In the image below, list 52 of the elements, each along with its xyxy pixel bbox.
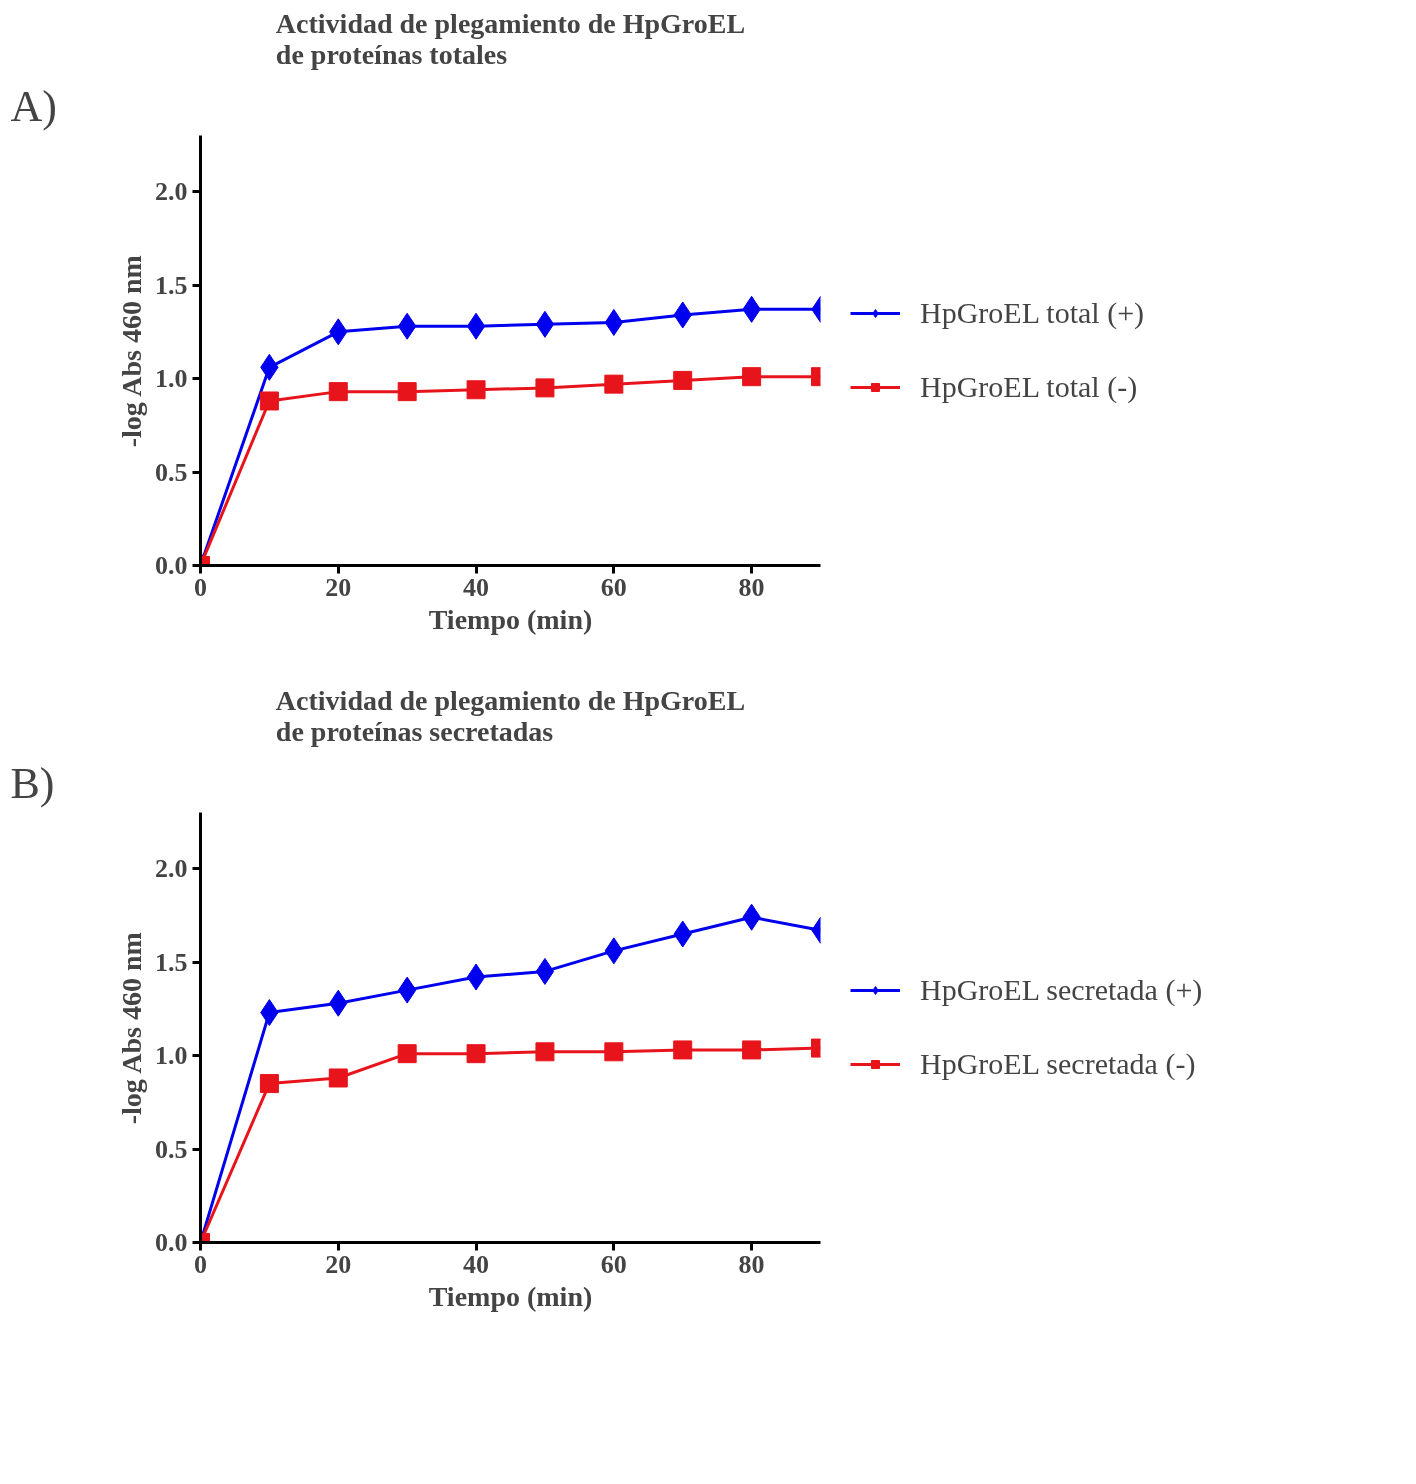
point (259, 391, 279, 411)
point (742, 1040, 762, 1060)
y-tick-label: 2.0 (155, 854, 188, 884)
x-axis-title: Tiempo (min) (428, 1280, 593, 1312)
y-tick-label: 1.5 (155, 947, 188, 977)
point (742, 367, 762, 387)
point (466, 1044, 486, 1064)
point (328, 382, 348, 402)
point (535, 378, 555, 398)
y-axis-title: -log Abs 460 nm (116, 932, 147, 1125)
x-tick-label: 0 (194, 1249, 207, 1279)
y-tick-label: 1.0 (155, 1041, 188, 1071)
y-tick-label: 1.5 (155, 270, 188, 300)
point (397, 382, 417, 402)
point (604, 1042, 624, 1062)
chart-title: Actividad de plegamiento de HpGroEL de proteínas totales (275, 7, 746, 70)
x-tick-label: 40 (463, 572, 490, 602)
y-tick-label: 0.5 (155, 1134, 188, 1164)
x-tick-label: 20 (325, 572, 352, 602)
y-tick-label: 0.0 (155, 1228, 188, 1257)
chart-title: Actividad de plegamiento de HpGroEL de proteínas secretadas (275, 684, 746, 747)
x-tick-label: 80 (738, 1249, 765, 1279)
point (673, 370, 693, 390)
point (535, 310, 555, 338)
text: B) (10, 758, 55, 808)
y-tick-label: 0.5 (155, 457, 188, 487)
y-tick-label: 1.0 (155, 364, 188, 394)
x-tick-label: 20 (325, 1249, 352, 1279)
point (466, 380, 486, 400)
point (604, 374, 624, 394)
point (673, 1040, 693, 1060)
point (466, 312, 486, 340)
y-axis-title: -log Abs 460 nm (116, 255, 147, 448)
x-tick-label: 60 (600, 1249, 627, 1279)
x-axis-title: Tiempo (min) (428, 603, 593, 635)
point (328, 1068, 348, 1088)
point (535, 1042, 555, 1062)
point (535, 957, 555, 985)
legend-label: HpGroEL secretada (+) (920, 973, 1203, 1007)
point (259, 1074, 279, 1094)
x-tick-label: 40 (463, 1249, 490, 1279)
point (466, 963, 486, 991)
text: A) (10, 81, 57, 131)
legend-label: HpGroEL total (+) (920, 296, 1145, 330)
legend-label: HpGroEL secretada (-) (920, 1047, 1196, 1081)
x-tick-label: 0 (194, 572, 207, 602)
x-tick-label: 80 (738, 572, 765, 602)
legend-label: HpGroEL total (-) (920, 370, 1138, 404)
y-tick-label: 0.0 (155, 551, 188, 580)
y-tick-label: 2.0 (155, 177, 188, 207)
point (397, 1044, 417, 1064)
x-tick-label: 60 (600, 572, 627, 602)
